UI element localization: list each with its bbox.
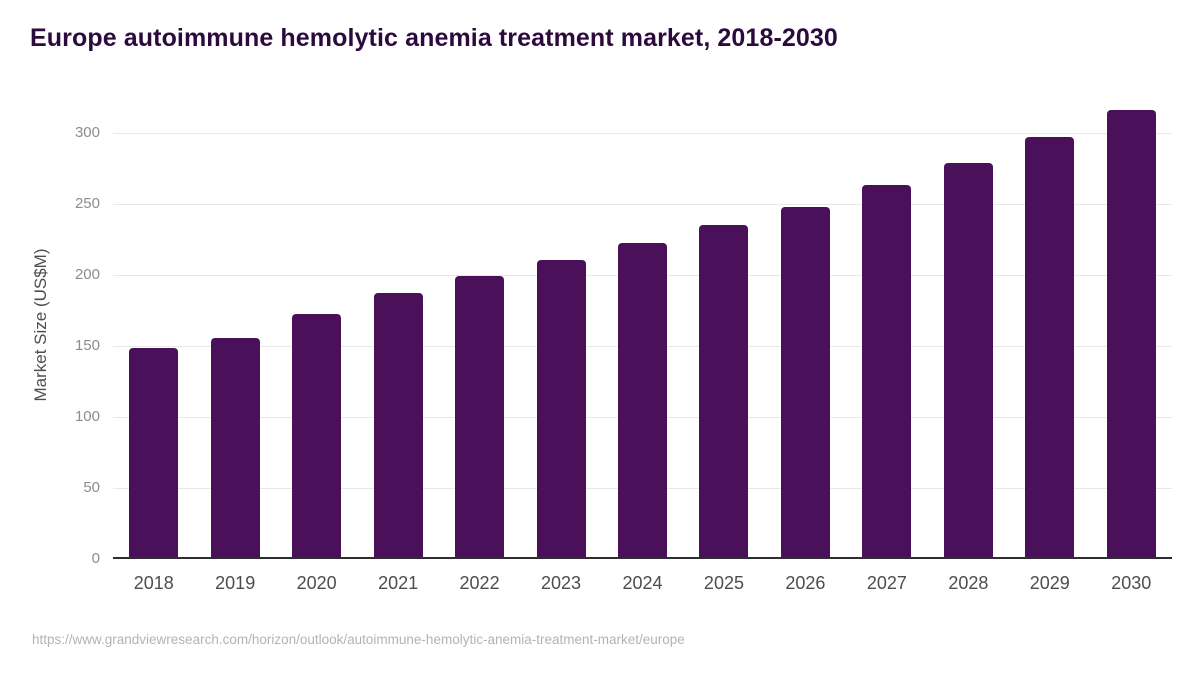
x-tick-label-2021: 2021 [378, 573, 419, 593]
plot-area [113, 95, 1172, 559]
source-url: https://www.grandviewresearch.com/horizo… [32, 632, 685, 647]
bar-2021 [373, 293, 423, 557]
bar-2020 [292, 314, 342, 557]
x-tick-label-2019: 2019 [215, 573, 256, 593]
gridline-250 [113, 204, 1172, 206]
x-tick-label-2023: 2023 [541, 573, 582, 593]
bar-2027 [862, 185, 912, 557]
y-tick-label-150: 150 [74, 337, 100, 355]
x-tick-label-2026: 2026 [785, 573, 826, 593]
bar-2026 [780, 206, 830, 557]
x-tick-label-2022: 2022 [459, 573, 500, 593]
x-tick-label-2030: 2030 [1111, 573, 1152, 593]
x-tick-label-2025: 2025 [703, 573, 744, 593]
x-axis-line [113, 557, 1172, 559]
bar-2029 [1025, 137, 1075, 557]
x-tick-label-2028: 2028 [948, 573, 989, 593]
y-tick-label-100: 100 [74, 408, 100, 426]
bar-2023 [536, 260, 586, 557]
y-tick-label-300: 300 [74, 124, 100, 142]
y-tick-label-50: 50 [83, 479, 100, 497]
bar-2030 [1106, 110, 1156, 557]
x-tick-label-2029: 2029 [1029, 573, 1070, 593]
bar-2018 [129, 348, 179, 557]
gridline-300 [113, 133, 1172, 135]
bar-2019 [210, 338, 260, 557]
y-tick-label-0: 0 [91, 550, 100, 567]
x-tick-label-2024: 2024 [622, 573, 663, 593]
bar-2024 [618, 243, 667, 557]
bar-2028 [943, 162, 993, 557]
bar-2022 [455, 276, 505, 557]
y-tick-label-250: 250 [74, 195, 100, 213]
chart-title: Europe autoimmune hemolytic anemia treat… [30, 24, 838, 52]
x-tick-label-2027: 2027 [866, 573, 907, 593]
y-tick-label-200: 200 [74, 266, 100, 284]
x-tick-label-2018: 2018 [133, 573, 174, 593]
x-tick-label-2020: 2020 [296, 573, 337, 593]
bar-2025 [699, 224, 749, 557]
